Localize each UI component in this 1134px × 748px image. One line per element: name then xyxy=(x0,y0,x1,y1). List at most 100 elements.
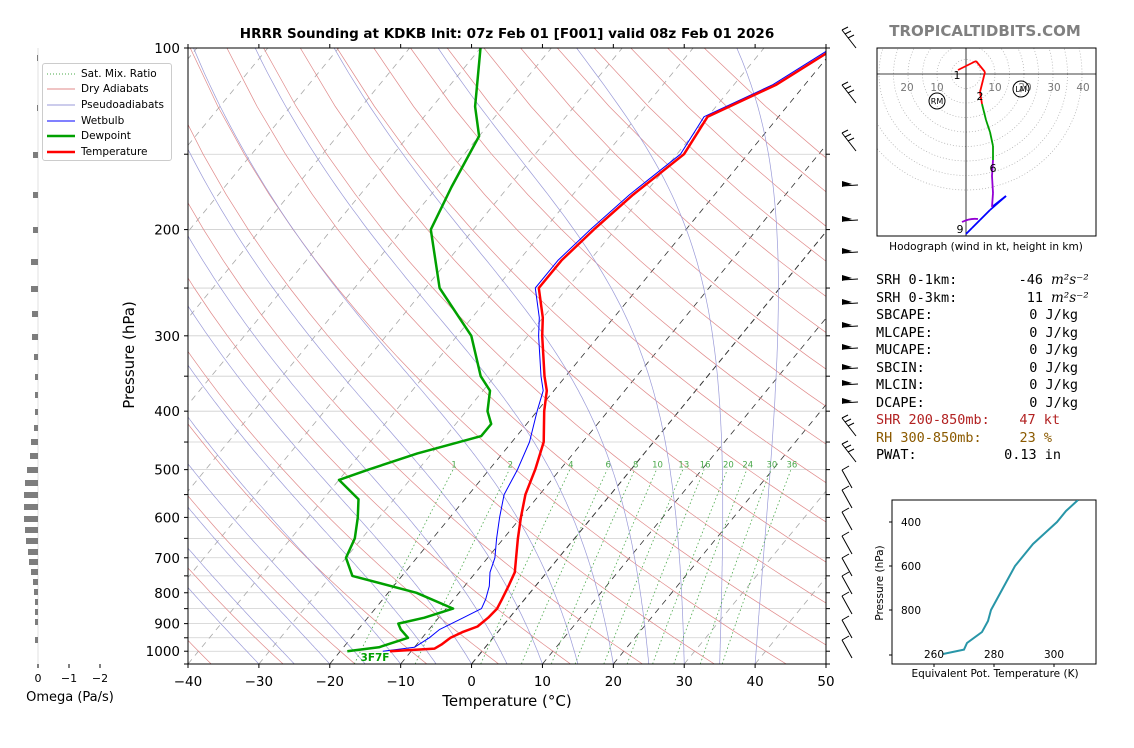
dry-adiabat xyxy=(520,48,826,333)
index-row: MLCIN: 0 J/kg xyxy=(876,377,1106,395)
isotherm xyxy=(188,48,623,579)
wind-barbs xyxy=(841,26,859,659)
wind-barb xyxy=(841,26,857,49)
xtick-label: 20 xyxy=(605,674,622,690)
legend-label: Sat. Mix. Ratio xyxy=(81,67,157,80)
pseudoadiabat xyxy=(254,48,614,664)
omega-bar xyxy=(34,354,38,360)
barb-pennant xyxy=(842,299,852,305)
skewt-panel: 1 2 4 6 8 10 13 16 20 24 30 36100200300400500600700… xyxy=(146,41,835,690)
wind-barb xyxy=(841,248,859,254)
index-value: 0 J/kg xyxy=(1029,342,1078,358)
pwat-row: PWAT: 0.13 in xyxy=(876,447,1106,465)
ytick-label: 700 xyxy=(154,551,180,567)
xtick-label: 10 xyxy=(534,674,551,690)
barb-flag xyxy=(841,485,850,491)
index-label: MLCAPE: xyxy=(876,324,933,341)
omega-bar xyxy=(35,374,38,380)
hodo-segment xyxy=(981,103,987,121)
pseudoadiabat xyxy=(188,547,295,664)
mixing-ratio-label: 1 xyxy=(451,461,456,471)
wind-barb xyxy=(841,440,857,463)
barb-pennant xyxy=(842,380,852,386)
isotherm xyxy=(542,317,826,664)
wind-barb xyxy=(841,299,859,305)
wind-barb xyxy=(841,571,853,595)
omega-bar xyxy=(35,637,38,643)
dry-adiabat xyxy=(188,423,428,664)
mixing-ratio-labels: 1 2 4 6 8 10 13 16 20 24 30 36 xyxy=(451,461,797,471)
dry-adiabat xyxy=(299,48,826,563)
xtick-label: 50 xyxy=(817,674,834,690)
hodo-ring-label: 40 xyxy=(1076,82,1089,94)
legend-label: Temperature xyxy=(81,145,148,158)
index-row: DCAPE: 0 J/kg xyxy=(876,395,1106,413)
barb-pennant xyxy=(842,322,852,328)
omega-xlabel: Omega (Pa/s) xyxy=(26,690,114,705)
hodo-height-label: 2 xyxy=(977,90,984,103)
isotherm xyxy=(188,48,481,406)
index-label: SBCIN: xyxy=(876,359,925,376)
barb-flag xyxy=(841,129,849,134)
dry-adiabat xyxy=(188,123,715,664)
index-label: MUCAPE: xyxy=(876,342,933,358)
wind-barb xyxy=(841,364,859,370)
rh-value: 23 % xyxy=(1019,429,1052,446)
pseudoadiabat xyxy=(188,506,331,664)
legend-swatch xyxy=(47,120,75,122)
isotherm xyxy=(188,48,339,233)
mixing-ratio-label: 10 xyxy=(652,461,663,471)
barb-flag xyxy=(841,507,850,513)
shr-row: SHR 200-850mb: 47 kt xyxy=(876,412,1106,430)
barb-shaft xyxy=(841,443,857,463)
isotherm xyxy=(188,48,694,664)
barb-flag xyxy=(841,571,850,577)
hodo-height-label: 1 xyxy=(954,69,961,82)
wind-barb xyxy=(841,398,859,404)
hodo-ring-label: 10 xyxy=(988,82,1001,94)
theta-xtick-label: 300 xyxy=(1044,649,1064,661)
srh01-row: SRH 0-1km: -46 m²s⁻² xyxy=(876,272,1106,290)
legend-item: Dry Adiabats xyxy=(43,82,171,98)
hodo-segment xyxy=(979,79,984,93)
mixing-ratio-line xyxy=(480,469,571,664)
barb-flag xyxy=(844,418,852,423)
ytick-label: 1000 xyxy=(146,644,180,660)
hodo-segment xyxy=(979,209,991,221)
index-row: SBCIN: 0 J/kg xyxy=(876,360,1106,378)
omega-bar xyxy=(25,527,38,533)
pseudoadiabat xyxy=(333,48,650,664)
wind-barb xyxy=(841,275,859,281)
legend-label: Pseudoadiabats xyxy=(81,98,164,111)
skewt-xlabel: Temperature (°C) xyxy=(442,692,572,710)
theta-ytick-label: 400 xyxy=(901,517,921,529)
hodo-segment xyxy=(991,195,1007,208)
pseudoadiabat xyxy=(188,305,472,664)
dry-adiabat xyxy=(189,48,787,664)
xtick-label: 0 xyxy=(467,674,476,690)
pseudoadiabat xyxy=(188,463,366,664)
omega-xtick-label: −1 xyxy=(61,672,77,685)
xtick-label: −40 xyxy=(174,674,203,690)
xtick-label: 40 xyxy=(747,674,764,690)
legend-item: Pseudoadiabats xyxy=(43,97,171,113)
legend-label: Wetbulb xyxy=(81,114,125,127)
mixing-ratio-label: 36 xyxy=(786,461,797,471)
mixing-ratio-label: 4 xyxy=(568,461,573,471)
shr-value: 47 kt xyxy=(1019,412,1060,428)
ytick-label: 800 xyxy=(154,586,180,602)
barb-flag xyxy=(841,635,850,641)
hodo-marker-circle xyxy=(1012,80,1030,98)
legend-item: Sat. Mix. Ratio xyxy=(43,66,171,82)
srh01-unit: m²s⁻² xyxy=(1051,272,1089,288)
xtick-label: −20 xyxy=(316,674,345,690)
wind-barb xyxy=(841,591,853,615)
pseudoadiabat xyxy=(437,48,685,664)
barb-flag xyxy=(841,465,850,471)
barb-pennant xyxy=(842,181,852,187)
index-row: SBCAPE: 0 J/kg xyxy=(876,307,1106,325)
omega-bar xyxy=(24,492,38,498)
hodograph-caption: Hodograph (wind in kt, height in km) xyxy=(889,241,1083,253)
